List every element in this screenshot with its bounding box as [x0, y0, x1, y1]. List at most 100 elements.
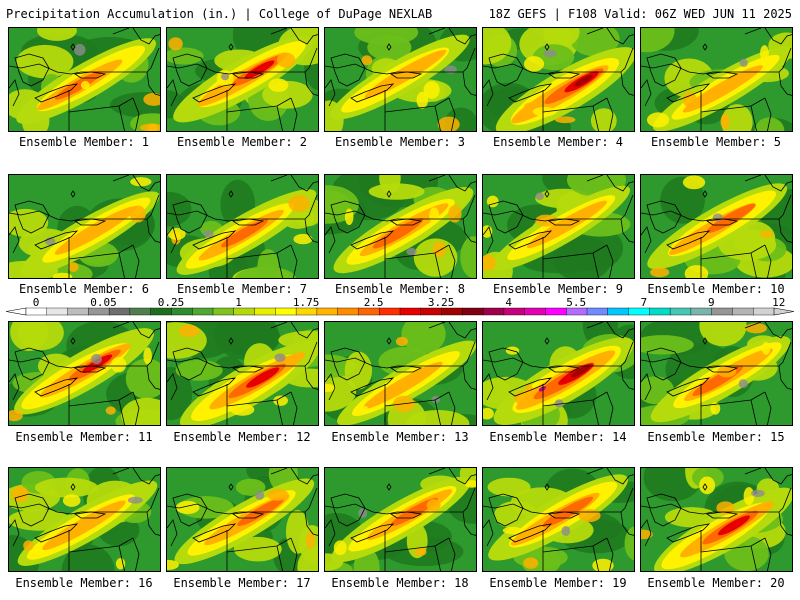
header-right-run-info: 18Z GEFS | F108 Valid: 06Z WED JUN 11 20… — [488, 7, 792, 21]
map-boundaries — [9, 175, 160, 278]
map-panel-member-15 — [640, 321, 793, 426]
colorbar-swatch — [295, 307, 318, 316]
precip-band — [179, 341, 318, 425]
colorbar-swatch — [337, 307, 359, 316]
map-boundaries — [641, 28, 792, 131]
precip-map — [9, 322, 160, 425]
colorbar-swatch — [753, 307, 775, 316]
map-boundaries — [9, 468, 160, 571]
precip-map — [641, 468, 792, 571]
panel-label-member-1: Ensemble Member: 1 — [18, 135, 150, 149]
map-boundaries — [167, 175, 318, 278]
map-boundaries — [167, 322, 318, 425]
precip-band — [654, 487, 792, 571]
precip-band — [493, 337, 634, 425]
colorbar-swatch — [669, 307, 692, 316]
map-panel-member-3 — [324, 27, 477, 132]
header-left-title: Precipitation Accumulation (in.) | Colle… — [6, 7, 433, 21]
colorbar-swatch — [46, 307, 69, 316]
map-boundaries — [483, 28, 634, 131]
map-boundaries — [483, 468, 634, 571]
map-boundaries — [325, 28, 476, 131]
colorbar-tick-label: 3.25 — [428, 296, 455, 309]
colorbar-tick-label: 1.75 — [293, 296, 320, 309]
colorbar-tick-label: 1 — [235, 296, 242, 309]
panel-label-member-4: Ensemble Member: 4 — [492, 135, 624, 149]
precip-map — [483, 322, 634, 425]
precip-band — [490, 185, 631, 271]
colorbar-swatch — [462, 307, 484, 316]
colorbar-swatch — [192, 307, 214, 316]
colorbar-swatch — [586, 307, 609, 316]
precip-map — [325, 322, 476, 425]
precip-map — [483, 28, 634, 131]
colorbar-tick-label: 12 — [772, 296, 785, 309]
map-panel-member-8 — [324, 174, 477, 279]
panel-label-member-3: Ensemble Member: 3 — [334, 135, 466, 149]
precip-map — [483, 175, 634, 278]
colorbar-tick-label: 0.25 — [158, 296, 185, 309]
colorbar-swatch — [545, 307, 567, 316]
colorbar-swatch — [379, 307, 401, 316]
map-boundaries — [167, 468, 318, 571]
colorbar-swatch — [441, 307, 463, 316]
colorbar-tick-label: 7 — [640, 296, 647, 309]
colorbar: 0 0.05 0.25 1 1.75 2.5 3.25 4 5.5 7 9 12 — [4, 296, 796, 320]
panel-label-member-16: Ensemble Member: 16 — [15, 576, 153, 590]
colorbar-swatch — [88, 307, 110, 316]
precip-map — [167, 28, 318, 131]
colorbar-swatch — [628, 307, 650, 316]
colorbar-tick-label: 5.5 — [566, 296, 586, 309]
map-panel-member-12 — [166, 321, 319, 426]
map-panel-member-1 — [8, 27, 161, 132]
precip-band — [333, 187, 474, 274]
map-panel-member-2 — [166, 27, 319, 132]
map-boundaries — [325, 468, 476, 571]
map-boundaries — [325, 322, 476, 425]
map-boundaries — [641, 322, 792, 425]
map-panel-member-18 — [324, 467, 477, 572]
colorbar-tick-label: 0 — [33, 296, 40, 309]
colorbar-tick-label: 9 — [708, 296, 715, 309]
panel-label-member-2: Ensemble Member: 2 — [176, 135, 308, 149]
colorbar-swatch — [254, 307, 276, 316]
map-panel-member-9 — [482, 174, 635, 279]
colorbar-swatch — [420, 307, 443, 316]
precip-band — [337, 340, 476, 425]
colorbar-swatch — [25, 307, 48, 316]
map-panel-member-6 — [8, 174, 161, 279]
colorbar-swatch — [171, 307, 193, 316]
map-panel-member-16 — [8, 467, 161, 572]
precip-map — [167, 322, 318, 425]
precip-map — [641, 322, 792, 425]
colorbar-swatch — [212, 307, 235, 316]
colorbar-tick-label: 4 — [505, 296, 512, 309]
map-panel-member-19 — [482, 467, 635, 572]
colorbar-swatch — [690, 307, 713, 316]
map-boundaries — [483, 322, 634, 425]
panel-label-member-15: Ensemble Member: 15 — [647, 430, 785, 444]
map-panel-member-5 — [640, 27, 793, 132]
colorbar-tick-label: 0.05 — [90, 296, 117, 309]
colorbar-swatch — [732, 307, 754, 316]
precip-band — [17, 480, 158, 566]
panel-label-member-13: Ensemble Member: 13 — [331, 430, 469, 444]
map-panel-member-4 — [482, 27, 635, 132]
colorbar-swatch — [358, 307, 380, 316]
precip-map — [9, 28, 160, 131]
colorbar-swatch — [108, 307, 131, 316]
colorbar-swatch — [399, 307, 422, 316]
map-boundaries — [641, 175, 792, 278]
map-panel-member-13 — [324, 321, 477, 426]
precip-map — [9, 468, 160, 571]
precip-map — [325, 28, 476, 131]
map-boundaries — [9, 28, 160, 131]
panel-label-member-17: Ensemble Member: 17 — [173, 576, 311, 590]
colorbar-swatch — [482, 307, 505, 316]
map-panel-member-17 — [166, 467, 319, 572]
colorbar-swatch — [524, 307, 546, 316]
panel-label-member-7: Ensemble Member: 7 — [176, 282, 308, 296]
colorbar-swatch — [566, 307, 588, 316]
precip-map — [167, 468, 318, 571]
map-panel-member-14 — [482, 321, 635, 426]
